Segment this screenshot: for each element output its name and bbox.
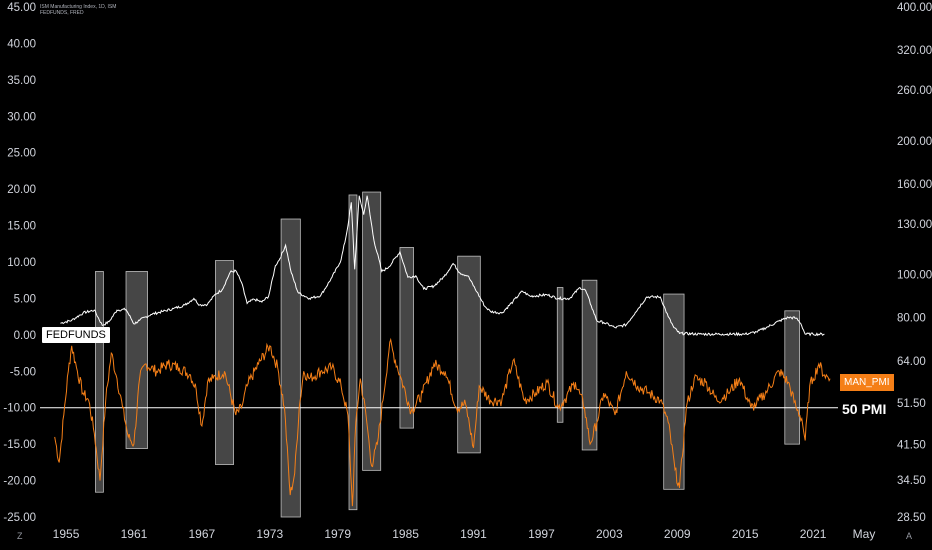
recession-bar — [125, 271, 148, 449]
x-tick-label: 1973 — [256, 527, 283, 541]
right-tick-label: 41.50 — [897, 439, 926, 451]
recession-bar — [399, 247, 414, 429]
right-tick-label: 51.50 — [897, 398, 926, 410]
recession-bar — [556, 287, 564, 423]
x-tick-label: 2015 — [732, 527, 759, 541]
left-tick-label: -20.00 — [3, 476, 36, 488]
right-tick-label: 200.00 — [897, 136, 932, 148]
left-tick-label: -5.00 — [10, 366, 36, 378]
x-tick-label: 1985 — [392, 527, 419, 541]
recession-bar — [215, 260, 234, 465]
x-tick-label: 2009 — [664, 527, 691, 541]
x-tick-label: 2021 — [800, 527, 827, 541]
x-tick-label: 1979 — [324, 527, 351, 541]
right-tick-label: 260.00 — [897, 85, 932, 97]
x-tick-label: 1997 — [528, 527, 555, 541]
left-tick-label: 20.00 — [7, 184, 36, 196]
right-tick-label: 320.00 — [897, 45, 932, 57]
left-tick-label: 40.00 — [7, 38, 36, 50]
fedfunds-line — [60, 195, 825, 337]
man-pmi-line — [54, 337, 831, 507]
right-tick-label: 130.00 — [897, 219, 932, 231]
fedfunds-tag: FEDFUNDS — [42, 327, 110, 343]
recession-bar — [663, 293, 685, 490]
recession-bar — [362, 191, 382, 471]
recession-bars — [95, 191, 800, 518]
recession-bar — [280, 218, 301, 518]
left-tick-label: 0.00 — [14, 330, 36, 342]
x-tick-label: 2003 — [596, 527, 623, 541]
right-tick-label: 100.00 — [897, 270, 932, 282]
right-tick-label: 28.50 — [897, 512, 926, 524]
left-axis-ticks: 45.00 40.00 35.00 30.00 25.00 20.00 15.00 10.00… — [3, 2, 36, 524]
source-line-2: FEDFUNDS, FRED — [40, 10, 84, 16]
log-scale-toggle[interactable]: Z — [17, 531, 23, 541]
left-tick-label: -10.00 — [3, 403, 36, 415]
right-tick-label: 64.00 — [897, 356, 926, 368]
left-tick-label: 10.00 — [7, 257, 36, 269]
left-tick-label: -25.00 — [3, 512, 36, 524]
left-tick-label: -15.00 — [3, 439, 36, 451]
recession-bar — [348, 194, 358, 511]
x-axis-ticks: 1955 1961 1967 1973 1979 1985 1991 1997 2003 2009… — [53, 527, 876, 541]
left-tick-label: 45.00 — [7, 2, 36, 14]
right-tick-label: 160.00 — [897, 179, 932, 191]
x-tick-label: 1991 — [460, 527, 487, 541]
left-tick-label: 35.00 — [7, 75, 36, 87]
right-axis-ticks: 400.00 320.00 260.00 200.00 160.00 130.00 100.… — [897, 2, 932, 524]
man-pmi-tag: MAN_PMI — [840, 374, 894, 391]
right-tick-label: 400.00 — [897, 2, 932, 14]
recession-bar — [457, 255, 481, 454]
pmi-50-label: 50 PMI — [842, 401, 887, 417]
x-tick-label: 1967 — [189, 527, 216, 541]
left-tick-label: 30.00 — [7, 111, 36, 123]
left-tick-label: 25.00 — [7, 148, 36, 160]
x-tick-label: 1955 — [53, 527, 80, 541]
auto-scale-toggle[interactable]: A — [906, 531, 913, 541]
source-line-1: ISM Manufacturing Index, 1D, ISM — [40, 4, 117, 10]
x-tick-label: 1961 — [121, 527, 148, 541]
left-tick-label: 5.00 — [14, 293, 36, 305]
x-tick-label: May — [853, 527, 876, 541]
recession-bar — [95, 271, 104, 493]
right-tick-label: 80.00 — [897, 313, 926, 325]
right-tick-label: 34.50 — [897, 475, 926, 487]
left-tick-label: 15.00 — [7, 221, 36, 233]
